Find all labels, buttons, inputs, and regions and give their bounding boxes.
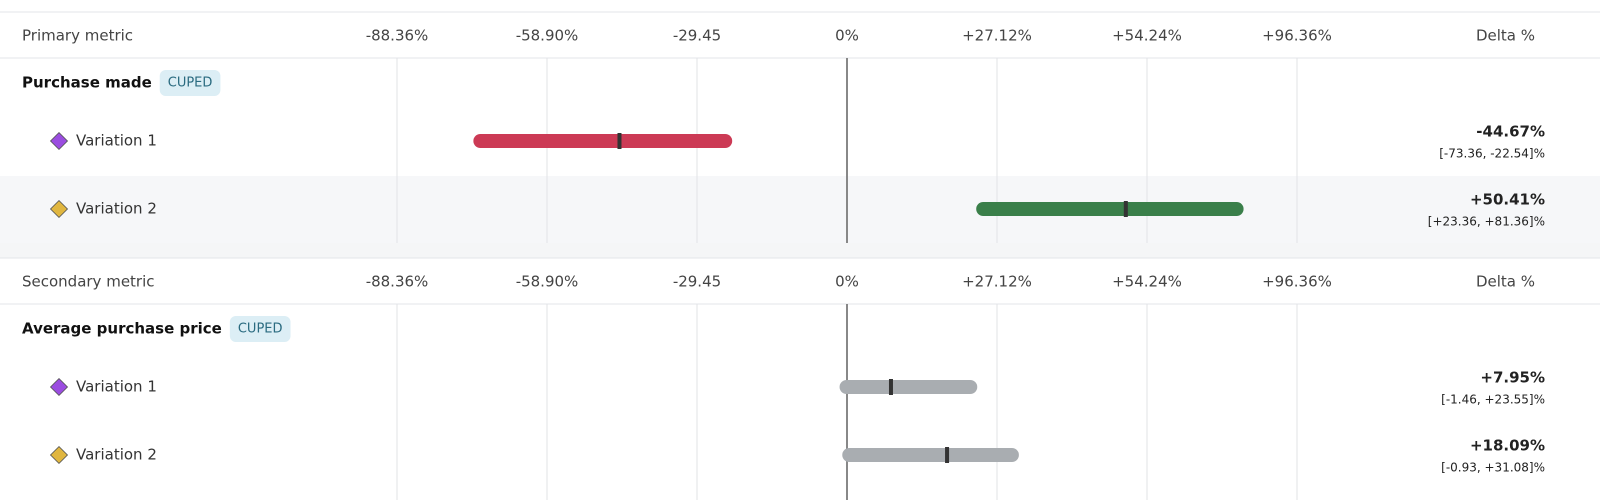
delta-header: Delta % xyxy=(1476,27,1535,45)
axis-tick-label: -29.45 xyxy=(673,27,721,45)
section-gap xyxy=(0,243,1600,258)
confidence-interval: [-0.93, +31.08]% xyxy=(1441,461,1545,475)
row-highlight xyxy=(0,422,1600,489)
confidence-interval: [-1.46, +23.55]% xyxy=(1441,393,1545,407)
delta-value: +7.95% xyxy=(1480,369,1545,387)
point-estimate xyxy=(945,447,950,463)
delta-value: -44.67% xyxy=(1476,123,1545,141)
axis-tick-label: +54.24% xyxy=(1112,27,1182,45)
axis-tick-label: -88.36% xyxy=(366,273,429,291)
interval-bar xyxy=(839,380,978,394)
variation-marker xyxy=(49,445,69,465)
axis-tick-label: +96.36% xyxy=(1262,27,1332,45)
axis-tick-label: -58.90% xyxy=(516,27,579,45)
variation-name: Variation 1 xyxy=(76,132,157,150)
point-estimate xyxy=(888,379,893,395)
delta-header: Delta % xyxy=(1476,273,1535,291)
axis-tick-label: 0% xyxy=(835,273,859,291)
delta-value: +18.09% xyxy=(1470,437,1545,455)
axis-tick-label: -58.90% xyxy=(516,273,579,291)
badge-label: CUPED xyxy=(168,76,213,91)
section-header: Secondary metric xyxy=(22,273,155,291)
row-highlight xyxy=(0,176,1600,243)
metric-title: Average purchase price xyxy=(22,320,222,338)
variation-marker xyxy=(49,131,69,151)
axis-tick-label: -29.45 xyxy=(673,273,721,291)
delta-value: +50.41% xyxy=(1470,191,1545,209)
variation-name: Variation 1 xyxy=(76,378,157,396)
axis-tick-label: +96.36% xyxy=(1262,273,1332,291)
axis-tick-label: +54.24% xyxy=(1112,273,1182,291)
axis-tick-label: -88.36% xyxy=(366,27,429,45)
variation-name: Variation 2 xyxy=(76,446,157,464)
axis-tick-label: +27.12% xyxy=(962,273,1032,291)
variation-marker xyxy=(49,377,69,397)
badge-label: CUPED xyxy=(238,322,283,337)
confidence-interval: [-73.36, -22.54]% xyxy=(1439,147,1545,161)
point-estimate xyxy=(1123,201,1128,217)
axis-tick-label: 0% xyxy=(835,27,859,45)
variation-name: Variation 2 xyxy=(76,200,157,218)
variation-marker xyxy=(49,199,69,219)
section-header: Primary metric xyxy=(22,27,133,45)
confidence-interval: [+23.36, +81.36]% xyxy=(1428,215,1545,229)
badge xyxy=(159,70,221,96)
point-estimate xyxy=(617,133,622,149)
metric-title: Purchase made xyxy=(22,74,152,92)
axis-tick-label: +27.12% xyxy=(962,27,1032,45)
badge xyxy=(229,316,291,342)
interval-bar xyxy=(473,134,733,148)
interval-bar xyxy=(842,448,1019,462)
interval-bar xyxy=(976,202,1244,216)
